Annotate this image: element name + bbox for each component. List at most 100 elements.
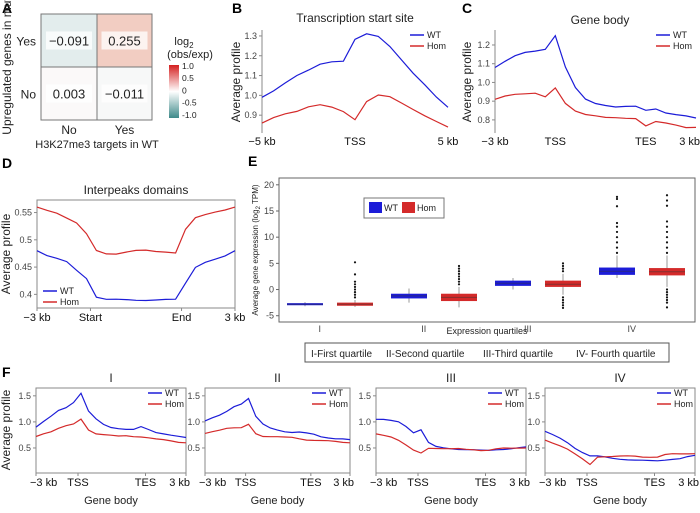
outlier-point [561,304,565,307]
colorbar-tick: 0 [182,85,187,95]
outlier-point [665,291,669,294]
y-tick-label: 1.5 [358,391,371,401]
x-axis-label: Gene body [593,495,647,507]
outlier-point [665,220,669,223]
outlier-point [457,264,461,268]
legend-label-hom: Hom [329,399,348,409]
y-tick-label: 1.2 [244,51,257,61]
outlier-point [353,288,357,291]
outlier-point [561,270,565,273]
y-axis-label: Average gene expression (log2 TPM) [251,184,262,315]
legend-label-wt: WT [329,388,343,398]
series-line-hom [544,439,696,466]
outlier-point [665,296,669,299]
outlier-point [665,225,669,228]
legend-label-wt: WT [673,30,687,40]
series-line-wt [375,418,527,452]
colorbar-title: log2 [174,36,194,50]
x-tick-label: 3 kb [509,477,530,489]
x-tick-label: 3 kb [678,477,699,489]
outlier-point [457,277,461,281]
series-line-hom [375,433,527,454]
outlier-point [615,246,619,249]
y-tick-label: 1.0 [244,90,257,100]
y-tick-label: 1.0 [187,417,200,427]
series-line-hom [35,418,187,444]
y-tick-label: 1.2 [477,40,490,50]
y-tick-label: 1.3 [244,31,257,41]
legend-label-hom: Hom [505,399,524,409]
y-tick-label: 1.5 [527,391,540,401]
outlier-point [665,288,669,291]
outlier-point [561,262,565,265]
x-tick-label: 3 kb [225,312,246,324]
plot-frame [204,387,351,474]
x-axis-label: H3K27me3 targets in WT [35,139,159,151]
x-tick-label: TES [135,477,156,489]
y-axis-label: Upregulated genes in mut [0,0,14,135]
outlier-point [457,267,461,270]
y-tick-label: 1.0 [18,417,31,427]
y-tick-label: 1.0 [477,77,490,87]
legend-label-hom: Hom [673,41,692,51]
cell-value-box [101,31,148,50]
outlier-point [615,225,619,228]
row-label: Yes [16,35,36,49]
x-tick-label: −3 kb [199,477,226,489]
quartile-key-box [304,342,670,363]
x-tick-label: I [319,324,322,334]
quartile-key-item: II-Second quartile [386,349,465,360]
outlier-point [665,251,669,254]
y-tick-label: 0.5 [18,443,31,453]
outlier-point [615,197,619,201]
x-axis-label: Gene body [84,495,138,507]
y-tick-label: 10 [264,232,274,242]
x-tick-label: −3 kb [23,312,50,324]
x-tick-label: −5 kb [248,136,275,148]
plot-frame [544,387,696,474]
panel-label-d: D [2,155,12,171]
x-tick-label: TSS [235,477,256,489]
x-tick-label: TSS [67,477,88,489]
x-tick-label: TES [300,477,321,489]
subplot-title: I [109,371,112,385]
x-tick-label: Start [79,312,102,324]
plot-frame [278,177,696,323]
outlier-point [353,283,357,286]
series-line-wt [544,430,696,462]
x-tick-label: IV [628,324,637,334]
x-tick-label: −3 kb [30,477,57,489]
outlier-point [353,261,357,264]
x-tick-label: 3 kb [169,477,190,489]
plot-frame [375,387,527,474]
y-axis-label-sub: 2 [256,205,262,209]
quartile-key-item: IV- Fourth quartile [576,349,656,360]
outlier-point [665,246,669,249]
colorbar-title-sub: 2 [189,41,194,50]
x-tick-label: III [524,324,532,334]
outlier-point [665,241,669,244]
y-axis-label: Average profile [0,389,13,470]
outlier-point [665,204,669,207]
series-line-wt [35,392,187,439]
outlier-point [457,283,461,286]
plot-frame [35,387,187,474]
quartile-key-item: I-First quartile [311,349,373,360]
legend-label-hom: Hom [417,203,436,213]
chart-title: Interpeaks domains [84,183,189,197]
outlier-point [353,285,357,289]
y-axis-label: Average profile [229,41,243,122]
legend-label-wt: WT [674,388,688,398]
y-tick-label: 0.9 [244,110,257,120]
outlier-point [665,293,669,296]
outlier-point [561,298,565,302]
colorbar-tick: 0.5 [182,73,194,83]
box-hom [545,280,581,287]
subplot-title: IV [614,371,625,385]
y-tick-label: 0.45 [14,262,32,272]
y-tick-label: 1.0 [527,417,540,427]
panel-label-b: B [232,0,242,16]
x-axis-label: Gene body [251,495,305,507]
x-tick-label: −3 kb [370,477,397,489]
